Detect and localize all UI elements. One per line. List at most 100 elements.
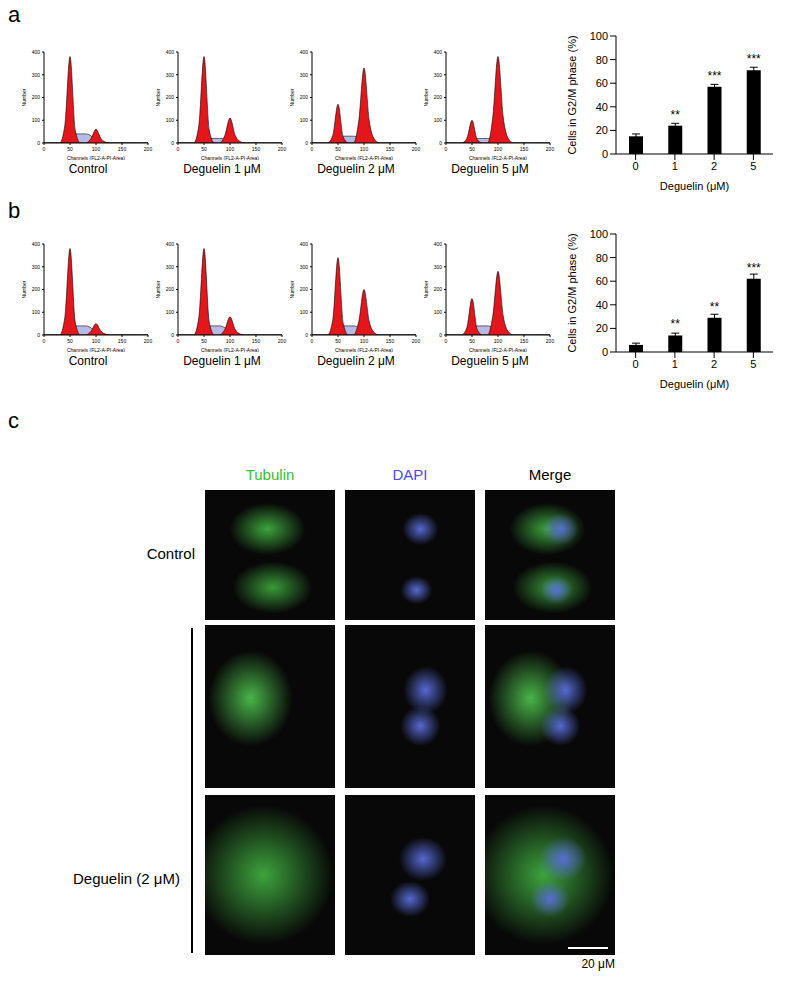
svg-text:50: 50: [201, 338, 207, 344]
svg-text:0: 0: [439, 140, 442, 146]
svg-text:50: 50: [335, 146, 341, 152]
svg-text:0: 0: [602, 346, 608, 358]
svg-text:0: 0: [633, 160, 639, 172]
svg-text:5: 5: [750, 358, 756, 370]
svg-text:80: 80: [596, 54, 608, 66]
svg-text:2: 2: [711, 358, 717, 370]
svg-text:50: 50: [335, 338, 341, 344]
svg-text:0: 0: [305, 332, 308, 338]
svg-text:60: 60: [596, 77, 608, 89]
svg-text:300: 300: [434, 264, 443, 270]
svg-text:50: 50: [201, 146, 207, 152]
svg-text:100: 100: [32, 309, 41, 315]
svg-text:Number: Number: [156, 280, 161, 298]
svg-text:100: 100: [300, 309, 309, 315]
svg-text:Cells in G2/M phase (%): Cells in G2/M phase (%): [566, 233, 578, 352]
svg-text:Number: Number: [424, 280, 429, 298]
svg-text:Number: Number: [22, 88, 27, 106]
svg-text:Number: Number: [290, 280, 295, 298]
svg-text:400: 400: [300, 241, 309, 247]
svg-text:1: 1: [672, 358, 678, 370]
svg-text:Channels (FL2-A-PI-Area): Channels (FL2-A-PI-Area): [335, 347, 393, 352]
svg-text:***: ***: [707, 69, 721, 83]
svg-text:200: 200: [412, 146, 421, 152]
svg-text:Cells in G2/M phase (%): Cells in G2/M phase (%): [566, 35, 578, 154]
svg-text:Channels (FL2-A-PI-Area): Channels (FL2-A-PI-Area): [469, 347, 527, 352]
svg-text:150: 150: [118, 338, 127, 344]
svg-text:400: 400: [434, 49, 443, 55]
svg-text:0: 0: [445, 338, 448, 344]
svg-text:**: **: [671, 108, 681, 122]
svg-text:Number: Number: [424, 88, 429, 106]
svg-text:400: 400: [434, 241, 443, 247]
svg-text:100: 100: [590, 228, 608, 240]
svg-text:100: 100: [590, 30, 608, 42]
svg-text:**: **: [671, 317, 681, 331]
svg-text:100: 100: [360, 146, 369, 152]
svg-text:100: 100: [92, 146, 101, 152]
svg-text:400: 400: [32, 241, 41, 247]
svg-text:0: 0: [37, 140, 40, 146]
svg-text:Number: Number: [290, 88, 295, 106]
svg-text:0: 0: [171, 332, 174, 338]
svg-text:0: 0: [445, 146, 448, 152]
svg-text:0: 0: [177, 338, 180, 344]
svg-text:2: 2: [711, 160, 717, 172]
svg-text:300: 300: [166, 264, 175, 270]
svg-text:100: 100: [166, 309, 175, 315]
svg-text:**: **: [710, 300, 720, 314]
svg-text:50: 50: [67, 146, 73, 152]
svg-text:200: 200: [32, 94, 41, 100]
svg-text:100: 100: [434, 117, 443, 123]
svg-text:200: 200: [300, 94, 309, 100]
svg-text:200: 200: [144, 146, 153, 152]
svg-text:200: 200: [32, 286, 41, 292]
svg-text:50: 50: [469, 146, 475, 152]
svg-text:150: 150: [252, 146, 261, 152]
svg-text:300: 300: [300, 264, 309, 270]
svg-text:300: 300: [300, 72, 309, 78]
svg-text:0: 0: [177, 146, 180, 152]
svg-text:40: 40: [596, 299, 608, 311]
svg-text:300: 300: [166, 72, 175, 78]
svg-text:300: 300: [434, 72, 443, 78]
svg-text:***: ***: [747, 261, 761, 275]
svg-text:200: 200: [166, 286, 175, 292]
svg-text:100: 100: [226, 146, 235, 152]
svg-text:150: 150: [252, 338, 261, 344]
svg-text:0: 0: [43, 146, 46, 152]
svg-text:0: 0: [37, 332, 40, 338]
svg-text:Channels (FL2-A-PI-Area): Channels (FL2-A-PI-Area): [67, 155, 125, 160]
svg-text:200: 200: [278, 146, 287, 152]
svg-text:400: 400: [166, 49, 175, 55]
svg-text:0: 0: [439, 332, 442, 338]
svg-text:300: 300: [32, 72, 41, 78]
svg-text:0: 0: [305, 140, 308, 146]
svg-text:100: 100: [166, 117, 175, 123]
svg-text:20: 20: [596, 124, 608, 136]
svg-text:400: 400: [32, 49, 41, 55]
svg-text:0: 0: [311, 338, 314, 344]
svg-text:Deguelin (μM): Deguelin (μM): [660, 180, 729, 192]
svg-text:100: 100: [434, 309, 443, 315]
svg-text:Channels (FL2-A-PI-Area): Channels (FL2-A-PI-Area): [335, 155, 393, 160]
svg-text:200: 200: [144, 338, 153, 344]
svg-text:200: 200: [278, 338, 287, 344]
svg-text:50: 50: [67, 338, 73, 344]
svg-text:100: 100: [494, 146, 503, 152]
svg-text:0: 0: [171, 140, 174, 146]
svg-text:Channels (FL2-A-PI-Area): Channels (FL2-A-PI-Area): [201, 347, 259, 352]
svg-text:Channels (FL2-A-PI-Area): Channels (FL2-A-PI-Area): [67, 347, 125, 352]
svg-text:400: 400: [300, 49, 309, 55]
svg-text:100: 100: [226, 338, 235, 344]
svg-text:400: 400: [166, 241, 175, 247]
svg-text:Deguelin (μM): Deguelin (μM): [660, 378, 729, 390]
svg-text:200: 200: [166, 94, 175, 100]
svg-text:5: 5: [750, 160, 756, 172]
svg-text:100: 100: [494, 338, 503, 344]
svg-text:150: 150: [520, 338, 529, 344]
svg-text:200: 200: [546, 338, 555, 344]
svg-text:20: 20: [596, 322, 608, 334]
svg-text:150: 150: [118, 146, 127, 152]
svg-text:1: 1: [672, 160, 678, 172]
